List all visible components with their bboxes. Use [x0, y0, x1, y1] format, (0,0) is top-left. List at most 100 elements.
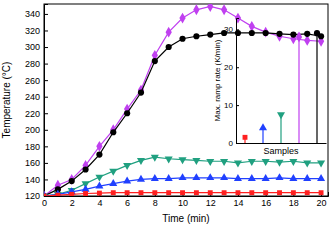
marker — [304, 31, 310, 37]
marker — [123, 163, 131, 170]
marker — [236, 190, 241, 195]
marker — [69, 174, 75, 185]
marker — [166, 190, 171, 195]
marker — [110, 129, 116, 135]
y-axis: 120140160180200220240260280300320340 — [25, 5, 48, 202]
marker — [180, 190, 185, 195]
marker — [207, 4, 213, 12]
marker — [314, 30, 320, 36]
marker — [124, 110, 130, 116]
marker — [165, 174, 173, 181]
tick-label: 300 — [25, 42, 40, 52]
tick-mark — [44, 47, 48, 48]
marker — [220, 173, 228, 180]
marker — [166, 44, 172, 50]
tick: 20 — [224, 63, 239, 72]
marker — [179, 173, 187, 180]
marker — [248, 174, 256, 181]
tick: 140 — [25, 175, 48, 185]
marker — [96, 152, 102, 158]
marker — [82, 185, 90, 192]
plot-frame — [44, 4, 328, 196]
tick: 2 — [70, 192, 75, 208]
marker — [192, 173, 200, 180]
marker — [317, 174, 325, 181]
tick: 10 — [224, 101, 239, 110]
tick-label: 240 — [25, 92, 40, 102]
series-line — [44, 6, 321, 196]
tick-label: 8 — [153, 198, 158, 208]
y-axis-line — [45, 5, 49, 197]
marker — [317, 161, 325, 168]
marker — [249, 30, 255, 36]
marker — [296, 32, 302, 43]
tick-label: 340 — [25, 9, 40, 19]
tick-label: 30 — [224, 25, 233, 34]
tick-label: 16 — [261, 198, 271, 208]
inset-y-axis: 0 10 20 30 — [224, 19, 239, 149]
tick: 280 — [25, 59, 48, 69]
tick-label: 280 — [25, 59, 40, 69]
tick-mark — [44, 130, 48, 131]
tick: 300 — [25, 42, 48, 52]
marker — [305, 190, 310, 195]
marker — [289, 159, 297, 166]
marker — [179, 13, 185, 24]
tick-label: 10 — [224, 101, 233, 110]
tick: 180 — [25, 142, 48, 152]
marker — [139, 190, 144, 195]
marker — [235, 30, 241, 36]
marker — [193, 33, 199, 39]
tick: 320 — [25, 26, 48, 36]
marker — [137, 175, 145, 182]
marker — [95, 175, 103, 182]
tick-label: 10 — [178, 198, 188, 208]
marker — [192, 158, 200, 165]
marker — [277, 112, 285, 119]
marker — [152, 58, 158, 64]
marker — [291, 190, 296, 195]
marker — [206, 173, 214, 180]
marker — [137, 158, 145, 165]
tick-mark — [236, 67, 239, 68]
marker — [69, 178, 75, 184]
tick-label: 0 — [42, 198, 47, 208]
inset-plot-area — [243, 30, 321, 143]
tick-label: 260 — [25, 76, 40, 86]
tick: 220 — [25, 109, 48, 119]
marker — [152, 190, 157, 195]
tick: 340 — [25, 9, 48, 19]
plot-area — [44, 4, 325, 196]
marker — [234, 161, 242, 168]
marker — [151, 174, 159, 181]
marker — [138, 89, 144, 95]
marker — [69, 192, 74, 196]
marker — [109, 179, 117, 186]
marker — [207, 32, 213, 38]
inset-x-axis-line — [237, 143, 327, 144]
tick-mark — [44, 179, 48, 180]
y-axis-title: Temperature (°C) — [1, 62, 12, 139]
marker — [109, 169, 117, 176]
series-line — [44, 178, 321, 196]
marker — [95, 181, 103, 188]
marker — [263, 27, 269, 38]
marker — [263, 190, 268, 195]
marker — [290, 32, 296, 38]
tick: 0 — [42, 192, 47, 208]
tick-label: 6 — [125, 198, 130, 208]
tick-label: 2 — [70, 198, 75, 208]
tick-mark — [44, 64, 48, 65]
marker — [275, 173, 283, 180]
tick-label: 0 — [229, 139, 234, 148]
tick-label: 140 — [25, 175, 40, 185]
inset-x-title: Samples — [263, 146, 299, 156]
series-line — [44, 157, 321, 196]
marker — [97, 191, 102, 196]
marker — [262, 174, 270, 181]
marker — [276, 31, 282, 42]
tick-mark — [236, 105, 239, 106]
x-axis-title: Time (min) — [162, 213, 209, 224]
marker — [263, 30, 269, 36]
inset-y-title: Max. ramp rate (K/min) — [213, 39, 222, 121]
